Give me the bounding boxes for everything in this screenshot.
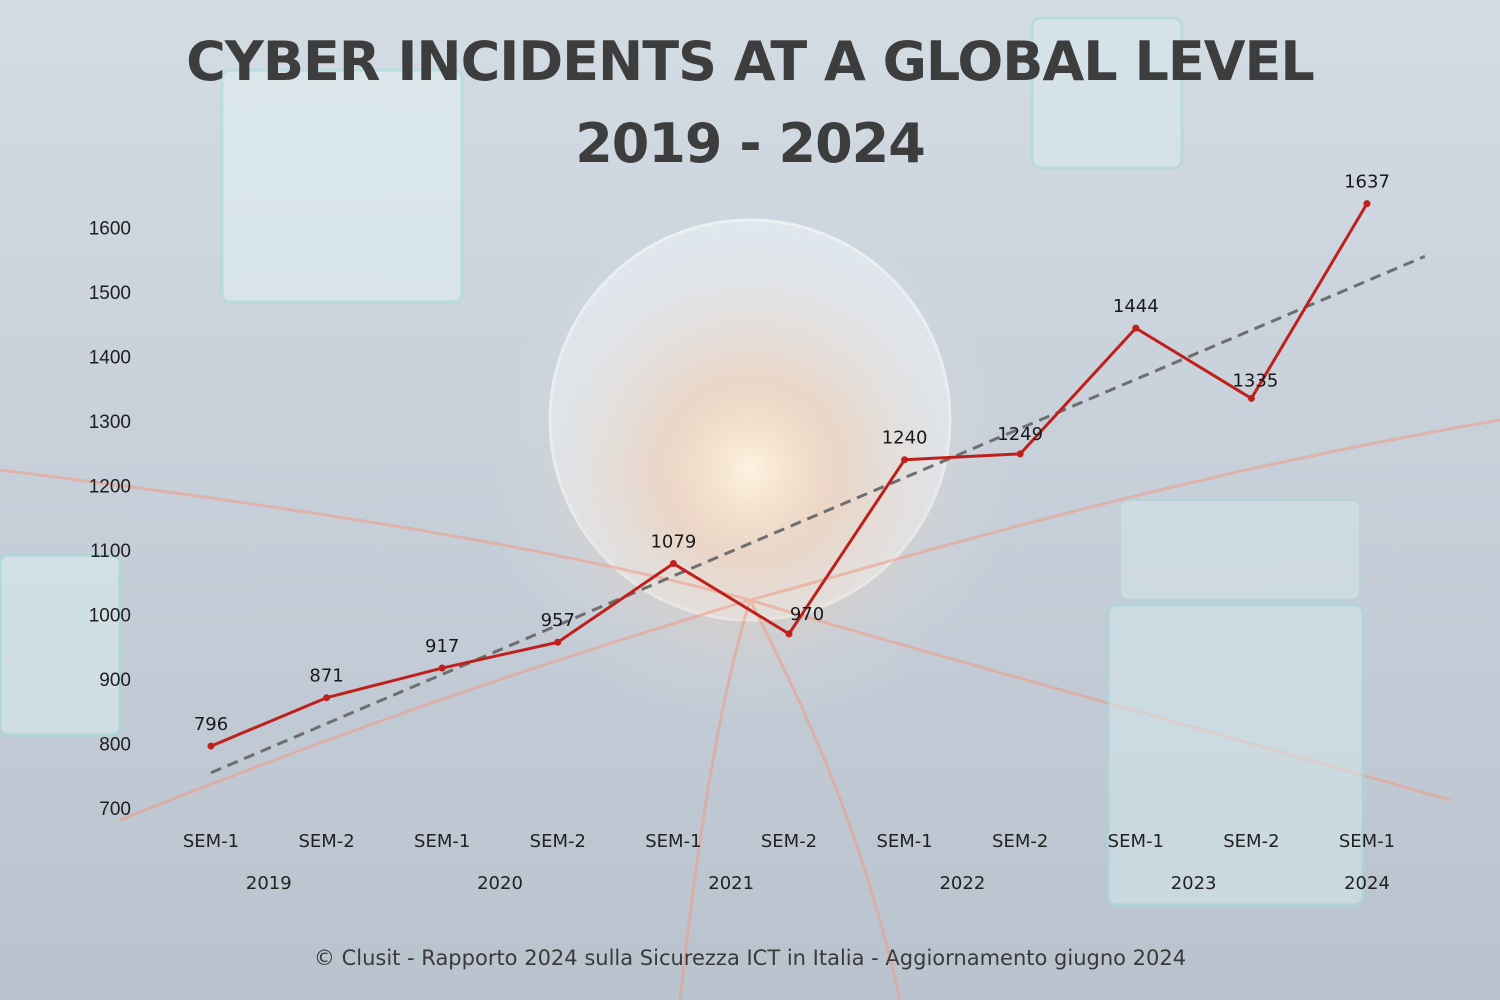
chart-title-line-1: CYBER INCIDENTS AT A GLOBAL LEVEL xyxy=(186,30,1315,93)
x-category-label: SEM-2 xyxy=(761,831,817,852)
data-label: 1444 xyxy=(1113,296,1159,317)
x-category-label: SEM-1 xyxy=(1108,831,1164,852)
trendline-group xyxy=(210,254,1426,775)
data-label: 1637 xyxy=(1344,172,1390,193)
series-line xyxy=(210,202,1369,748)
trendline xyxy=(210,254,1426,775)
source-footer: © Clusit - Rapporto 2024 sulla Sicurezza… xyxy=(313,946,1187,970)
x-axis: SEM-1 SEM-2 SEM-1 SEM-2 SEM-1 SEM-2 SEM-1 SEM-2… xyxy=(183,831,1395,894)
data-label: 1079 xyxy=(650,532,696,553)
data-point xyxy=(785,630,793,638)
chart-title-line-2: 2019 - 2024 xyxy=(575,112,926,175)
y-tick-label-800: 800 xyxy=(99,735,131,756)
data-labels: 796 871 917 957 1079 970 1240 1249 1444 1335 1637 xyxy=(194,172,1390,735)
data-label: 917 xyxy=(425,636,459,657)
data-point xyxy=(554,638,562,646)
y-tick-label-1400: 1400 xyxy=(89,348,131,369)
y-axis: 700 800 900 1000 1100 1200 1300 1400 1500 1600 xyxy=(89,219,131,821)
x-category-label: SEM-1 xyxy=(183,831,239,852)
data-label: 1249 xyxy=(997,424,1043,445)
y-tick-label-1600: 1600 xyxy=(89,219,131,240)
x-category-label: SEM-2 xyxy=(1223,831,1279,852)
y-tick-label-1200: 1200 xyxy=(89,477,131,498)
data-label: 970 xyxy=(790,604,824,625)
y-tick-label-1000: 1000 xyxy=(89,606,131,627)
x-category-label: SEM-2 xyxy=(992,831,1048,852)
data-point xyxy=(207,742,215,750)
data-point xyxy=(1363,200,1371,208)
x-category-label: SEM-1 xyxy=(876,831,932,852)
data-label: 1240 xyxy=(882,428,928,449)
y-tick-label-900: 900 xyxy=(99,670,131,691)
data-point xyxy=(669,560,677,568)
data-point xyxy=(1132,324,1140,332)
y-tick-label-1500: 1500 xyxy=(89,283,131,304)
data-label: 957 xyxy=(541,610,575,631)
data-label: 871 xyxy=(309,666,343,687)
x-year-label-2023: 2023 xyxy=(1171,873,1217,894)
x-year-label-2020: 2020 xyxy=(477,873,523,894)
data-point xyxy=(323,694,331,702)
x-year-label-2022: 2022 xyxy=(939,873,985,894)
y-tick-label-700: 700 xyxy=(99,799,131,820)
data-label: 796 xyxy=(194,714,228,735)
x-category-label: SEM-1 xyxy=(1339,831,1395,852)
y-tick-label-1300: 1300 xyxy=(89,412,131,433)
x-category-label: SEM-2 xyxy=(298,831,354,852)
x-category-label: SEM-1 xyxy=(414,831,470,852)
data-point xyxy=(1016,450,1024,458)
data-point xyxy=(901,456,909,464)
x-year-label-2019: 2019 xyxy=(246,873,292,894)
x-year-label-2021: 2021 xyxy=(708,873,754,894)
x-year-label-2024: 2024 xyxy=(1344,873,1390,894)
x-category-label: SEM-2 xyxy=(530,831,586,852)
data-point xyxy=(438,664,446,672)
x-category-label: SEM-1 xyxy=(645,831,701,852)
series-group xyxy=(207,200,1371,750)
data-point xyxy=(1247,394,1255,402)
data-label: 1335 xyxy=(1232,370,1278,391)
y-tick-label-1100: 1100 xyxy=(90,541,131,562)
